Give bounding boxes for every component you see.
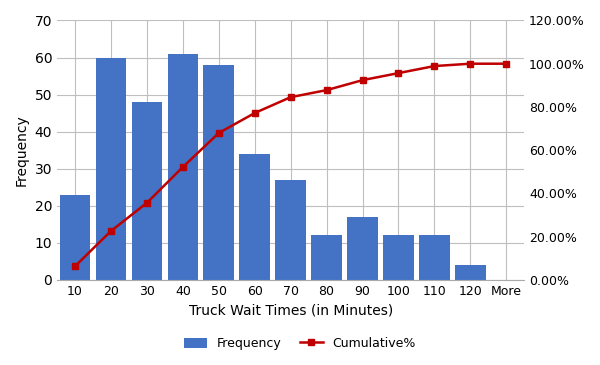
Bar bbox=[383, 235, 414, 280]
Cumulative% bbox=[251, 111, 259, 115]
Cumulative% bbox=[179, 165, 187, 169]
Cumulative% bbox=[359, 78, 366, 82]
Cumulative% bbox=[143, 201, 151, 205]
Bar bbox=[60, 195, 90, 280]
Bar bbox=[455, 265, 485, 280]
Bar bbox=[347, 217, 378, 280]
Cumulative% bbox=[431, 64, 438, 68]
Cumulative% bbox=[503, 62, 510, 66]
Cumulative% bbox=[71, 264, 79, 268]
Cumulative% bbox=[107, 229, 115, 233]
Bar bbox=[95, 58, 126, 280]
Line: Cumulative%: Cumulative% bbox=[71, 60, 510, 270]
Bar bbox=[131, 102, 162, 280]
X-axis label: Truck Wait Times (in Minutes): Truck Wait Times (in Minutes) bbox=[188, 303, 393, 317]
Cumulative% bbox=[467, 62, 474, 66]
Cumulative% bbox=[215, 131, 223, 135]
Cumulative% bbox=[287, 95, 294, 99]
Bar bbox=[275, 180, 306, 280]
Bar bbox=[239, 154, 270, 280]
Cumulative% bbox=[395, 71, 402, 75]
Y-axis label: Frequency: Frequency bbox=[15, 114, 29, 186]
Bar bbox=[311, 235, 342, 280]
Cumulative% bbox=[323, 88, 330, 92]
Legend: Frequency, Cumulative%: Frequency, Cumulative% bbox=[179, 332, 421, 355]
Bar bbox=[203, 65, 234, 280]
Bar bbox=[167, 54, 198, 280]
Bar bbox=[419, 235, 449, 280]
